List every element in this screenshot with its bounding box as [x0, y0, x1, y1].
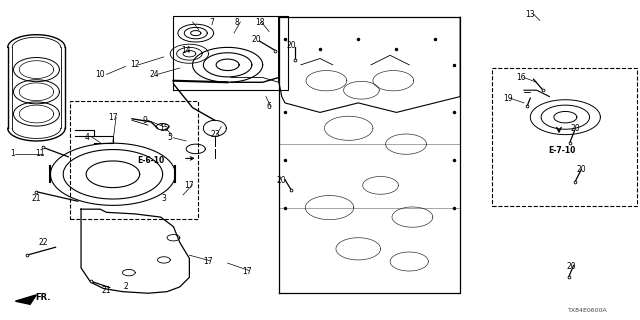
Text: 24: 24: [150, 70, 159, 79]
Text: 20: 20: [577, 165, 586, 174]
Text: 17: 17: [204, 257, 213, 266]
Text: 12: 12: [131, 60, 140, 69]
Text: 11: 11: [35, 149, 44, 158]
Polygon shape: [15, 295, 36, 304]
Text: 10: 10: [95, 70, 105, 79]
Text: 14: 14: [181, 46, 191, 55]
Text: 17: 17: [108, 113, 118, 122]
Text: 21: 21: [32, 194, 41, 203]
Text: 16: 16: [516, 73, 525, 82]
Text: E-6-10: E-6-10: [138, 156, 164, 164]
Text: 20: 20: [252, 35, 261, 44]
Text: 1: 1: [10, 149, 15, 158]
Text: 17: 17: [242, 267, 252, 276]
Text: 18: 18: [255, 18, 264, 27]
Text: 23: 23: [210, 130, 220, 139]
Text: E-7-10: E-7-10: [548, 146, 576, 155]
Text: TX84E0600A: TX84E0600A: [568, 308, 607, 313]
Text: 20: 20: [567, 262, 577, 271]
Text: 8: 8: [235, 18, 239, 27]
Text: 15: 15: [159, 124, 169, 133]
Text: 9: 9: [142, 116, 147, 125]
Text: 19: 19: [503, 94, 513, 103]
Text: 5: 5: [168, 133, 173, 142]
Text: 2: 2: [124, 282, 128, 292]
Text: 4: 4: [85, 133, 90, 142]
Text: 13: 13: [525, 10, 535, 19]
Text: 21: 21: [102, 285, 111, 295]
Text: 20: 20: [277, 176, 287, 185]
Text: 6: 6: [267, 101, 271, 111]
Text: 22: 22: [38, 238, 47, 247]
Text: 7: 7: [209, 18, 214, 27]
Text: 17: 17: [184, 181, 194, 190]
Text: 20: 20: [570, 124, 580, 133]
Text: 3: 3: [161, 194, 166, 203]
Text: 20: 20: [287, 41, 296, 50]
Text: FR.: FR.: [35, 293, 51, 302]
